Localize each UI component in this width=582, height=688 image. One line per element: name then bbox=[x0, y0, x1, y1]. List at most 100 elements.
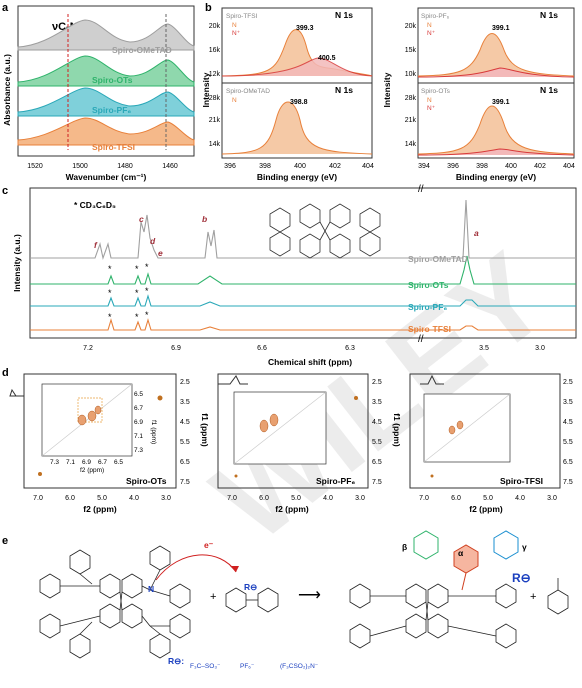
label-a-ots: Spiro-OTs bbox=[92, 75, 133, 85]
cosy-tfsi-x0: 7.0 bbox=[419, 495, 429, 502]
xtick-bl-0: 396 bbox=[224, 163, 236, 170]
cosy-ots-y5: 7.5 bbox=[180, 479, 190, 486]
cosy-ots-xlabel: f2 (ppm) bbox=[83, 504, 117, 514]
cosy-tfsi-xlabel: f2 (ppm) bbox=[469, 504, 503, 514]
xps-pf6-nplus bbox=[417, 67, 575, 78]
xps-pf6-n bbox=[417, 33, 575, 77]
label-a-tfsi: Spiro-TFSI bbox=[92, 142, 135, 152]
plus-1: + bbox=[210, 591, 216, 603]
trace-spiro-ometad bbox=[17, 19, 195, 51]
cosy-tfsi-y3: 5.5 bbox=[563, 439, 573, 446]
alpha-ring bbox=[453, 544, 479, 574]
peak-letter-c: c bbox=[139, 214, 144, 224]
electron-label: e⁻ bbox=[204, 540, 214, 550]
asterisk-3: * bbox=[145, 262, 149, 272]
cosy-tfsi-x4: 3.0 bbox=[547, 495, 557, 502]
xps-ots-name: Spiro-OTs bbox=[421, 88, 451, 95]
spiro-ometad-molecule-icon bbox=[39, 545, 191, 659]
cosy-pf6-x2: 5.0 bbox=[291, 495, 301, 502]
anion-label-right: R⊖ bbox=[512, 571, 531, 585]
panel-c-letter: c bbox=[2, 185, 8, 197]
cosy-tfsi-x1: 6.0 bbox=[451, 495, 461, 502]
xps-pf6-peak: 399.1 bbox=[492, 25, 510, 32]
xps-pf6-element: N 1s bbox=[540, 10, 558, 20]
ytick-b2-0: 28k bbox=[209, 95, 221, 102]
anion-ots: F₃C–SO₃⁻ bbox=[190, 663, 221, 670]
panel-a: a Absorbance (a.u.) Wavenumber (cm⁻¹) νC… bbox=[2, 2, 195, 182]
cosy-spectrum-ots: Spiro-OTs 7.3 7.1 6.9 6.7 6.5 f2 (ppm) 6… bbox=[9, 373, 210, 514]
ytick-b1-1: 16k bbox=[209, 47, 221, 54]
label-c-pf6: Spiro-PF₆ bbox=[408, 302, 447, 312]
xps-ots-leg-nplus: N⁺ bbox=[427, 105, 436, 112]
panel-c: c Intensity (a.u.) Chemical shift (ppm) … bbox=[2, 184, 577, 367]
xtick-bl-3: 402 bbox=[329, 163, 341, 170]
nmr-trace-tfsi bbox=[30, 318, 576, 331]
xps-ots-nplus bbox=[417, 148, 575, 156]
label-a-pf6: Spiro-PF₆ bbox=[92, 105, 131, 115]
xtick-bl-2: 400 bbox=[294, 163, 306, 170]
panel-b-letter: b bbox=[205, 2, 212, 14]
panel-b-ylabel-right: Intensity bbox=[382, 72, 392, 107]
xps-tfsi-peak1: 399.3 bbox=[296, 25, 314, 32]
cosy-pf6-x0: 7.0 bbox=[227, 495, 237, 502]
tick-a-1500: 1500 bbox=[72, 163, 88, 170]
peak-letter-d: d bbox=[150, 236, 156, 246]
cosy-pf6-y1: 3.5 bbox=[372, 399, 382, 406]
xps-ometad-frame bbox=[221, 82, 373, 159]
cosy-pf6-y5: 7.5 bbox=[372, 479, 382, 486]
cosy-ots-inset-y1: 6.7 bbox=[134, 405, 143, 412]
xtick-br-5: 404 bbox=[563, 163, 575, 170]
panel-c-ylabel: Intensity (a.u.) bbox=[12, 234, 22, 292]
anion-key-label: R⊖: bbox=[168, 656, 184, 666]
panel-e: e N bbox=[2, 530, 569, 670]
gamma-ring bbox=[493, 530, 519, 560]
xps-ometad-name: Spiro-OMeTAD bbox=[226, 88, 270, 95]
site-alpha: α bbox=[458, 548, 464, 558]
cosy-pf6-y0: 2.5 bbox=[372, 379, 382, 386]
cosy-spectrum-tfsi: Spiro-TFSI 7.0 6.0 5.0 4.0 3.0 f2 (ppm) … bbox=[409, 373, 573, 514]
xtick-c-35: 3.5 bbox=[479, 345, 489, 352]
xtick-c-69: 6.9 bbox=[171, 345, 181, 352]
ytick-b4-2: 14k bbox=[405, 141, 417, 148]
asterisk-2: * bbox=[135, 264, 139, 274]
nmr-trace-ots bbox=[30, 255, 576, 285]
panel-a-xlabel: Wavenumber (cm⁻¹) bbox=[66, 172, 147, 182]
iodonium-salt-icon bbox=[225, 587, 279, 613]
cosy-ots-inset-y4: 7.3 bbox=[134, 447, 143, 454]
plus-2: + bbox=[530, 591, 536, 603]
panel-d-letter: d bbox=[2, 367, 9, 379]
ytick-b3-1: 15k bbox=[405, 47, 417, 54]
xtick-c-66: 6.6 bbox=[257, 345, 267, 352]
panel-c-solvent: * CD₃C₆D₅ bbox=[74, 200, 116, 210]
label-a-ometad: Spiro-OMeTAD bbox=[112, 45, 172, 55]
cosy-ots-inset-x2: 6.9 bbox=[82, 459, 91, 466]
asterisk-4: * bbox=[108, 288, 112, 298]
xps-ots-n bbox=[417, 105, 575, 155]
ytick-b1-2: 12k bbox=[209, 71, 221, 78]
electron-transfer-arrow bbox=[155, 554, 237, 581]
trace-spiro-tfsi bbox=[17, 117, 195, 146]
cosy-pf6-ylabel: f1 (ppm) bbox=[392, 413, 402, 447]
panel-b-xlabel-left: Binding energy (eV) bbox=[257, 172, 337, 182]
cosy-ots-y3: 5.5 bbox=[180, 439, 190, 446]
site-gamma: γ bbox=[522, 542, 527, 552]
xps-pf6-leg-n: N bbox=[427, 22, 432, 29]
xps-ometad-peak: 398.8 bbox=[290, 99, 308, 106]
xtick-br-4: 402 bbox=[534, 163, 546, 170]
nmr-trace-pf6 bbox=[30, 294, 576, 307]
iodobenzene-icon bbox=[547, 578, 569, 615]
cosy-ots-inset-x0: 7.3 bbox=[50, 459, 59, 466]
asterisk-5: * bbox=[135, 288, 139, 298]
cosy-ots-y1: 3.5 bbox=[180, 399, 190, 406]
anion-label-left: R⊖ bbox=[244, 582, 257, 592]
cosy-ots-x4: 3.0 bbox=[161, 495, 171, 502]
cosy-ots-inset-y2: 6.9 bbox=[134, 419, 143, 426]
cosy-ots-ylabel: f1 (ppm) bbox=[200, 413, 210, 447]
cosy-ots-x3: 4.0 bbox=[129, 495, 139, 502]
xps-ots-peak: 399.1 bbox=[492, 99, 510, 106]
cosy-pf6-y2: 4.5 bbox=[372, 419, 382, 426]
spiro-structure-icon bbox=[269, 203, 381, 259]
label-c-tfsi: Spiro-TFSI bbox=[408, 324, 451, 334]
anion-pf6: PF₆⁻ bbox=[240, 663, 255, 670]
